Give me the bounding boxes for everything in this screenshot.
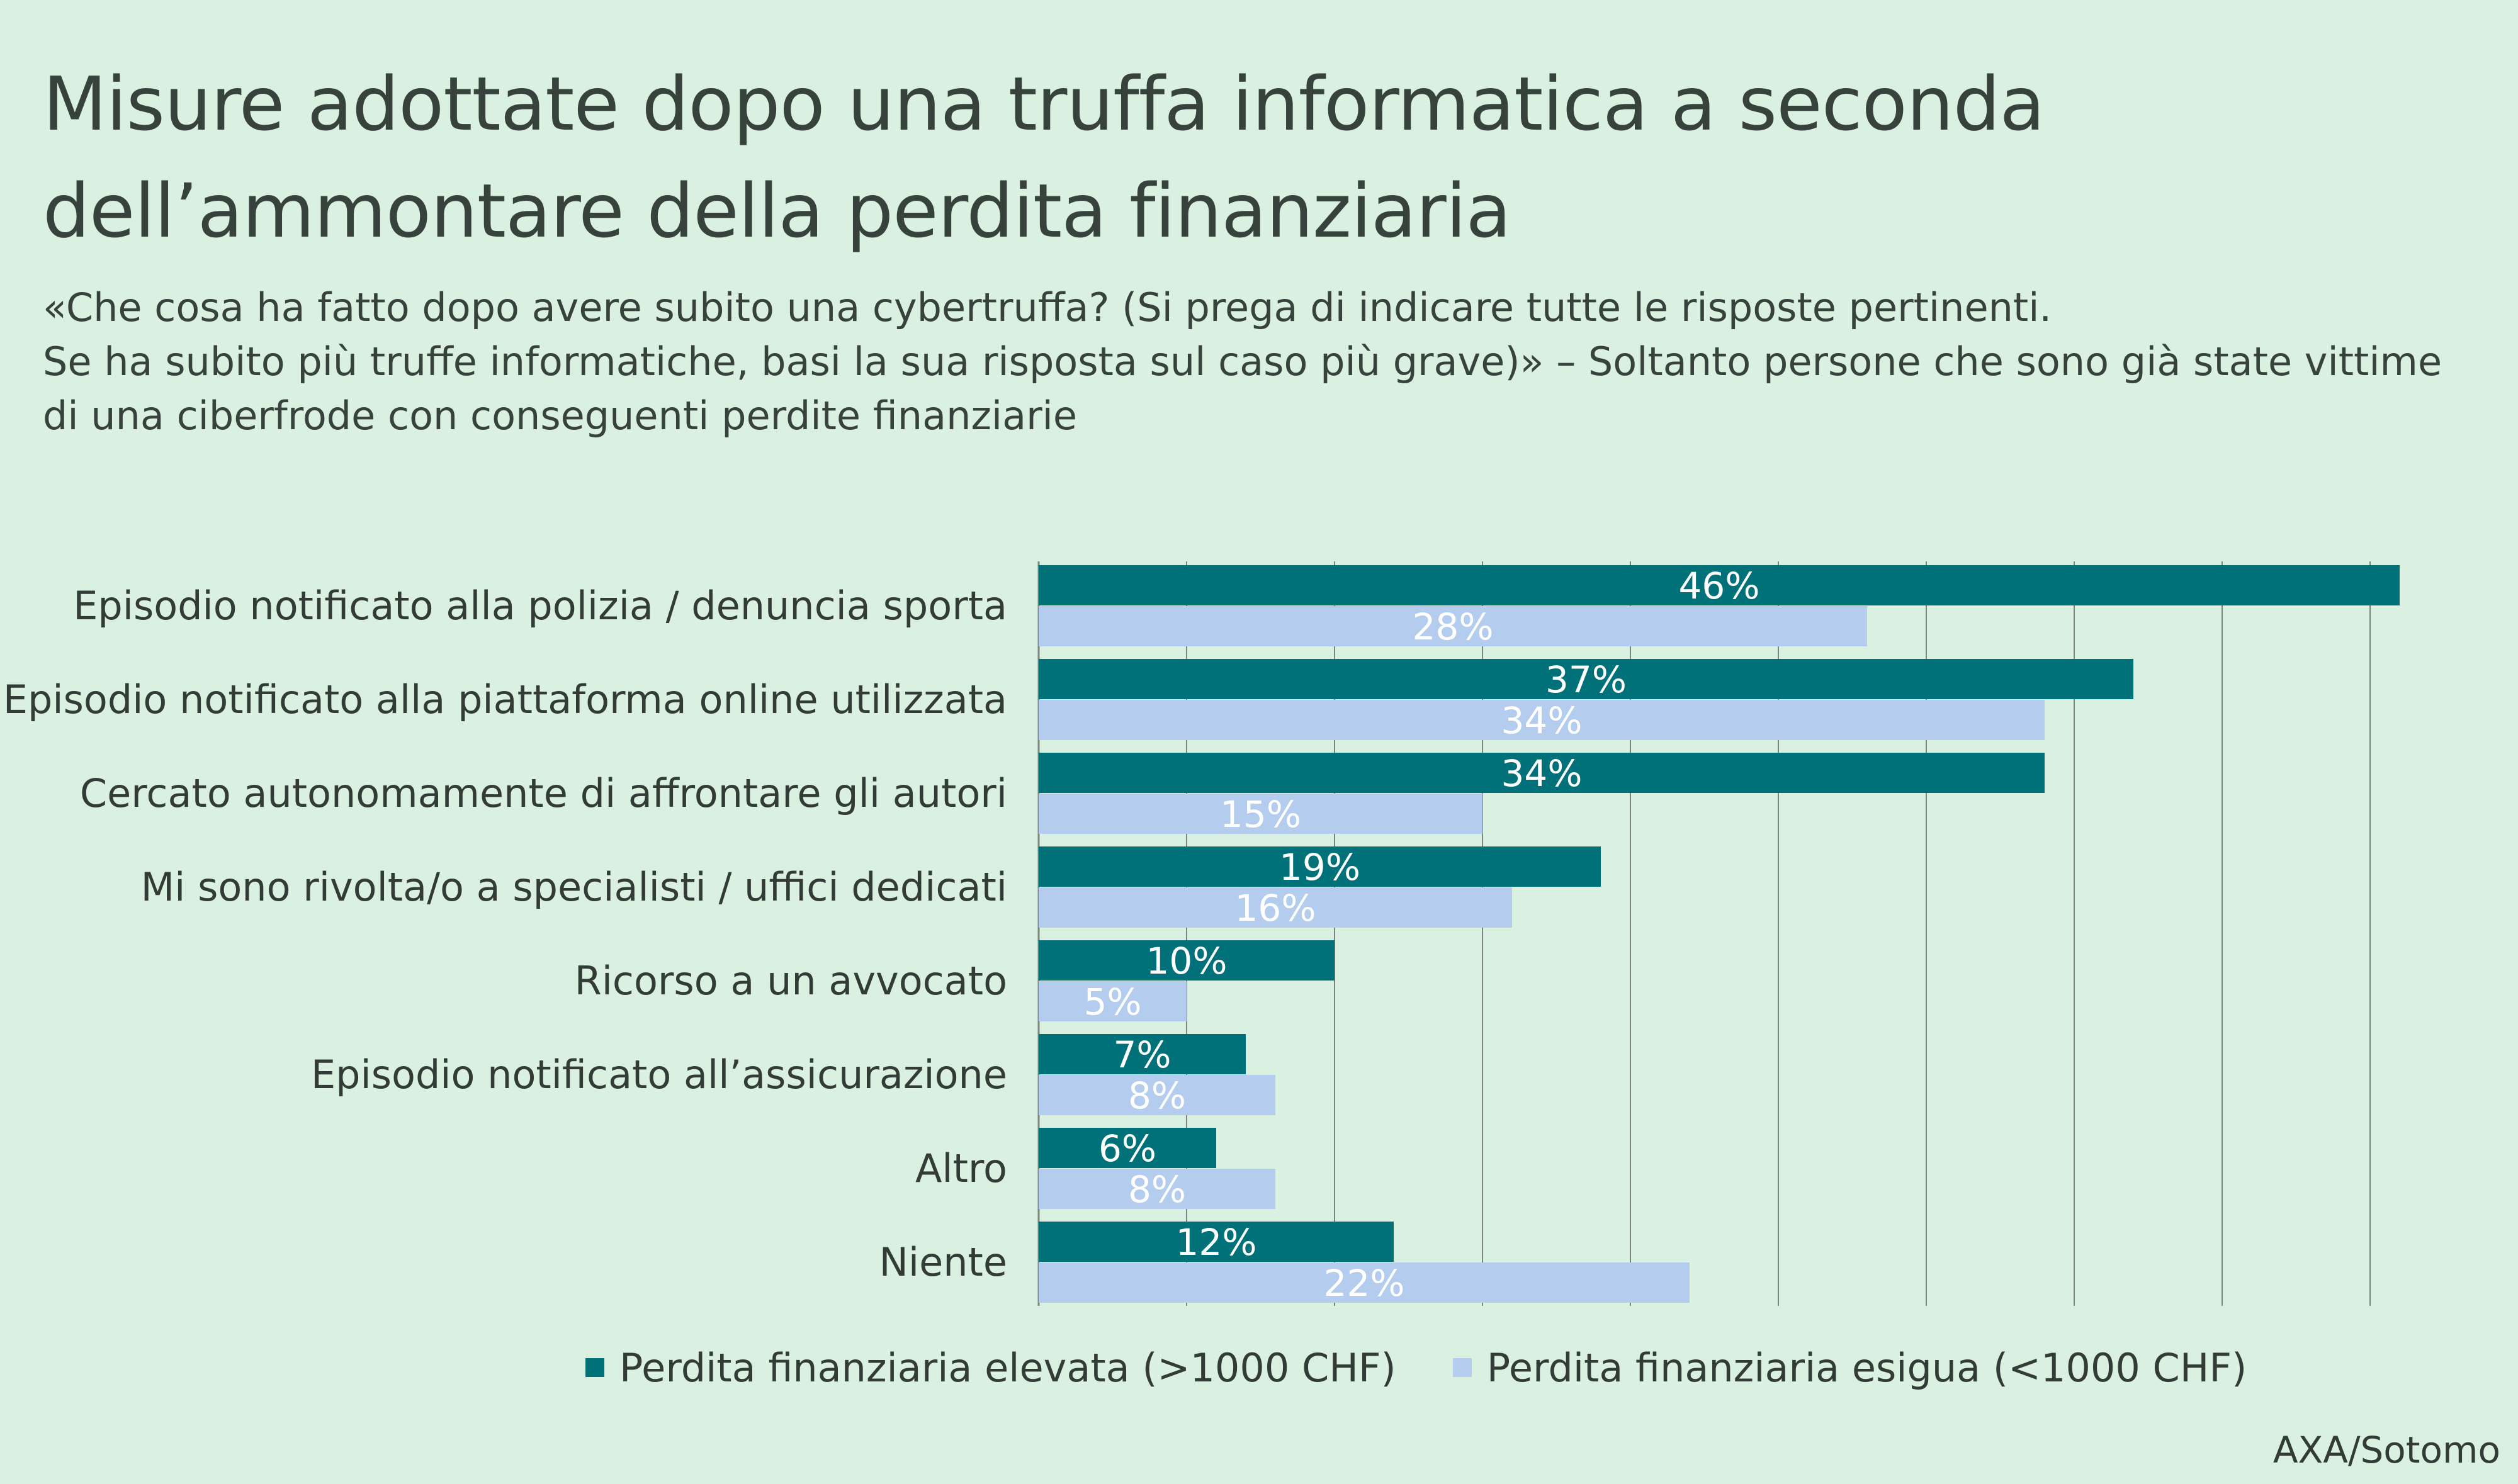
category-label: Ricorso a un avvocato (575, 958, 1007, 1004)
category-label: Episodio notificato alla polizia / denun… (73, 583, 1007, 629)
legend-label-low: Perdita finanziaria esigua (<1000 CHF) (1486, 1344, 2247, 1391)
bar-high (1039, 1222, 1394, 1262)
value-label-high: 6% (1098, 1127, 1156, 1170)
value-label-low: 8% (1128, 1074, 1186, 1117)
category-label: Altro (915, 1145, 1007, 1191)
bar-low (1039, 887, 1512, 928)
subtitle-line-2: Se ha subito più truffe informatiche, ba… (43, 339, 2442, 385)
legend-swatch-high (585, 1358, 604, 1377)
category-label: Cercato autonomamente di affrontare gli … (80, 770, 1007, 816)
legend-swatch-low (1452, 1358, 1472, 1377)
value-label-low: 34% (1501, 699, 1583, 742)
bar-high (1039, 753, 2045, 793)
value-label-high: 12% (1176, 1221, 1257, 1264)
category-label: Mi sono rivolta/o a specialisti / uffici… (141, 864, 1007, 910)
chart-title-line-2: dell’ammontare della perdita finanziaria (43, 167, 1511, 254)
source-credit: AXA/Sotomo (2272, 1429, 2500, 1471)
value-label-high: 19% (1279, 846, 1360, 889)
subtitle-line-1: «Che cosa ha fatto dopo avere subito una… (43, 284, 2052, 330)
bar-low (1039, 1262, 1690, 1303)
chart-title-line-1: Misure adottate dopo una truffa informat… (43, 60, 2045, 147)
bar-high (1039, 659, 2133, 699)
value-label-low: 15% (1220, 793, 1301, 836)
value-label-low: 22% (1324, 1262, 1405, 1305)
legend-item-low: Perdita finanziaria esigua (<1000 CHF) (1452, 1344, 2247, 1391)
category-label: Episodio notificato alla piattaforma onl… (3, 677, 1007, 722)
bar-high (1039, 940, 1335, 981)
bar-high (1039, 1128, 1216, 1168)
value-label-high: 37% (1545, 658, 1627, 701)
value-label-low: 5% (1083, 981, 1141, 1023)
bar-high (1039, 846, 1601, 887)
value-label-low: 16% (1235, 887, 1316, 930)
bar-low (1039, 981, 1187, 1021)
value-label-high: 7% (1113, 1033, 1171, 1076)
legend-item-high: Perdita finanziaria elevata (>1000 CHF) (585, 1345, 1396, 1391)
legend-label-high: Perdita finanziaria elevata (>1000 CHF) (619, 1344, 1396, 1391)
bar-low (1039, 700, 2045, 740)
chart-title: Misure adottate dopo una truffa informat… (43, 50, 2372, 264)
category-label: Niente (879, 1239, 1008, 1285)
bar-low (1039, 1169, 1275, 1209)
value-label-low: 8% (1128, 1168, 1186, 1211)
bar-high (1039, 565, 2400, 605)
value-label-low: 28% (1413, 605, 1494, 648)
value-label-high: 10% (1146, 940, 1228, 982)
chart-subtitle: «Che cosa ha fatto dopo avere subito una… (43, 281, 2442, 443)
bar-low (1039, 794, 1482, 834)
value-label-high: 34% (1501, 752, 1583, 795)
bar-low (1039, 606, 1867, 646)
category-label: Episodio notificato all’assicurazione (311, 1052, 1007, 1098)
chart-legend: Perdita finanziaria elevata (>1000 CHF) … (585, 1339, 2303, 1396)
subtitle-line-3: di una ciberfrode con conseguenti perdit… (43, 393, 1077, 439)
bar-high (1039, 1034, 1246, 1074)
value-label-high: 46% (1679, 565, 1760, 607)
bar-low (1039, 1075, 1275, 1115)
